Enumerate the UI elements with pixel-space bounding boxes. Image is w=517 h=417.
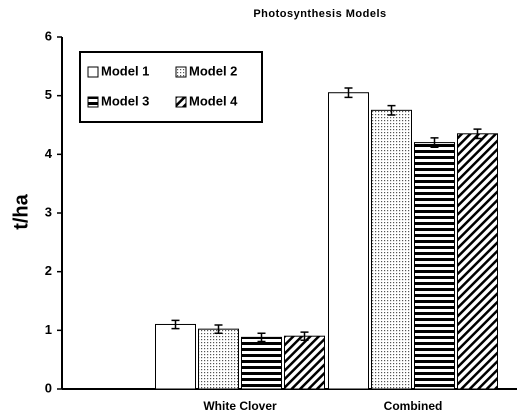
- y-axis-label: t/ha: [10, 193, 32, 229]
- legend-label: Model 2: [189, 63, 237, 78]
- y-tick-label: 5: [45, 87, 52, 102]
- y-tick-label: 2: [45, 263, 52, 278]
- legend-label: Model 3: [101, 93, 149, 108]
- legend-swatch: [87, 96, 99, 108]
- bar: [328, 92, 369, 390]
- bar: [241, 336, 282, 390]
- bar: [414, 142, 455, 390]
- y-tick-label: 0: [45, 380, 52, 395]
- legend-label: Model 4: [189, 93, 238, 108]
- bar: [371, 109, 412, 390]
- error-bar: [257, 332, 266, 343]
- error-bar: [171, 319, 180, 330]
- x-tick-label: Combined: [384, 399, 443, 413]
- error-bar: [300, 331, 309, 342]
- legend-swatch: [87, 66, 99, 78]
- y-tick-label: 6: [45, 28, 52, 43]
- chart-title: Photosynthesis Models: [253, 8, 386, 20]
- error-bar: [344, 87, 353, 99]
- x-tick-label: White Clover: [203, 399, 277, 413]
- error-bar: [473, 128, 482, 140]
- error-bar: [214, 324, 223, 335]
- bar: [284, 335, 325, 390]
- error-bar: [430, 137, 439, 149]
- bar: [155, 323, 196, 390]
- error-bar: [387, 104, 396, 116]
- y-tick-label: 3: [45, 204, 52, 219]
- legend-swatch: [175, 96, 187, 108]
- legend-swatch: [175, 66, 187, 78]
- y-tick-label: 4: [45, 146, 53, 161]
- legend: [79, 51, 263, 123]
- bar: [198, 328, 239, 390]
- legend-label: Model 1: [101, 63, 149, 78]
- y-tick-label: 1: [45, 322, 52, 337]
- bar: [457, 133, 498, 390]
